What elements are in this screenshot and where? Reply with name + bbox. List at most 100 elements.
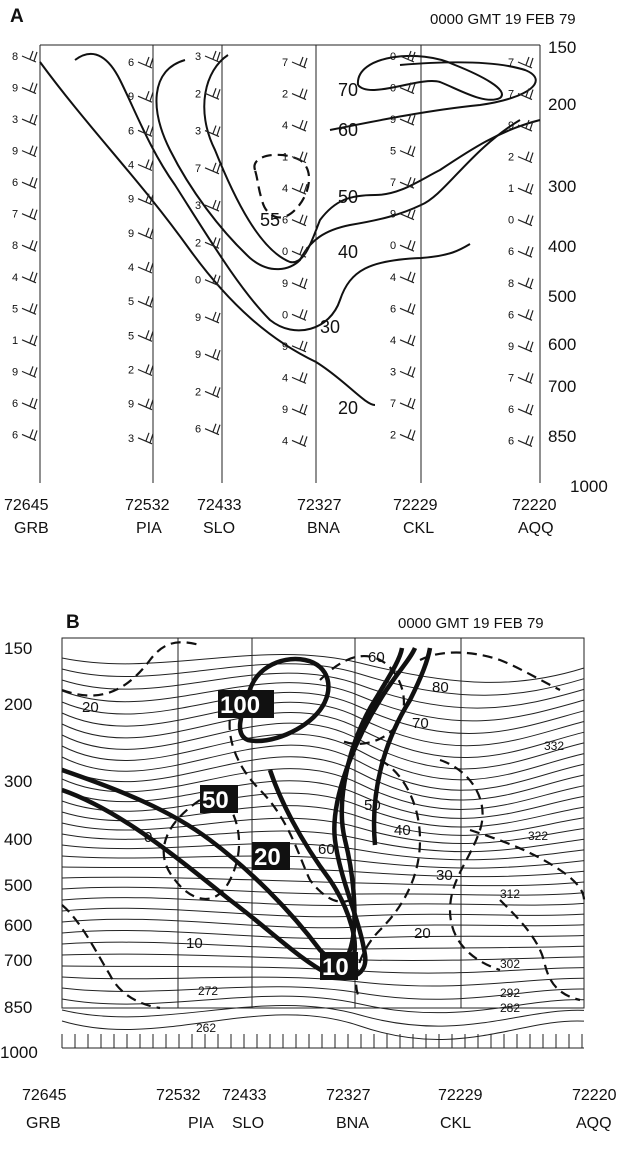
a-station-code-bna: BNA	[307, 520, 340, 537]
isotach-55-dashed	[253, 153, 311, 219]
wind-barb	[21, 176, 38, 189]
isentrope-line	[61, 701, 585, 747]
obs-digit: 4	[282, 120, 288, 132]
dashed-contour-30	[469, 828, 586, 901]
obs-digit: 6	[508, 309, 514, 321]
obs-digit: 0	[282, 309, 288, 321]
dashed-label-70: 70	[412, 715, 429, 732]
wind-barb	[204, 162, 221, 175]
dashed-label-30: 30	[436, 867, 453, 884]
wind-barb	[517, 403, 534, 416]
panel-b-letter: B	[66, 612, 80, 633]
panel-b-time: 0000 GMT 19 FEB 79	[398, 615, 544, 632]
isotach-label-40: 40	[338, 242, 358, 262]
b-station-code-pia: PIA	[188, 1115, 214, 1132]
wind-barb	[517, 372, 534, 384]
obs-digit: 4	[390, 335, 396, 347]
obs-digit: 1	[12, 335, 18, 347]
wind-barb	[399, 271, 416, 284]
b-p-700: 700	[4, 951, 32, 970]
thick-contour-10	[339, 647, 405, 962]
dashed-contour-40	[439, 758, 501, 972]
b-p-500: 500	[4, 876, 32, 895]
wind-barb	[291, 88, 308, 101]
obs-digit: 6	[195, 424, 201, 436]
obs-digit: 7	[508, 57, 514, 69]
panel-b-bottom-ticks	[61, 1034, 584, 1049]
dashed-label-10: 10	[186, 935, 203, 952]
a-station-code-pia: PIA	[136, 520, 162, 537]
wind-barb	[21, 113, 38, 126]
wind-barb	[137, 90, 154, 103]
obs-digit: 1	[508, 183, 514, 195]
obs-digit: 9	[195, 312, 201, 324]
wind-barb	[291, 403, 308, 416]
theta-label-312: 312	[500, 887, 520, 901]
wind-barb	[291, 151, 308, 164]
obs-digit: 2	[390, 429, 396, 441]
wind-barb	[137, 432, 154, 445]
wind-barb	[204, 423, 221, 436]
wind-barb	[399, 240, 416, 252]
wind-barb	[21, 397, 38, 410]
obs-digit: 4	[282, 372, 288, 384]
wind-barb	[204, 274, 221, 287]
wind-barb	[517, 277, 534, 290]
obs-digit: 7	[508, 372, 514, 384]
wind-barb	[204, 88, 221, 100]
obs-digit: 0	[390, 240, 396, 252]
obs-digit: 6	[128, 57, 134, 69]
dashed-label-40: 40	[394, 822, 411, 839]
wind-barb	[204, 348, 221, 361]
obs-digit: 5	[128, 296, 134, 308]
wind-barb	[517, 246, 534, 258]
thick-contour-inner	[371, 647, 433, 846]
obs-digit: 7	[12, 209, 18, 221]
isotach-label-50: 50	[338, 187, 358, 207]
isotach-70	[356, 54, 503, 101]
b-p-300: 300	[4, 772, 32, 791]
obs-digit: 6	[390, 303, 396, 315]
dashed-contour-10	[61, 904, 161, 1010]
panel-a-station-lines	[39, 44, 541, 483]
wind-barb	[399, 429, 416, 442]
isentrope-line	[61, 733, 585, 781]
wind-barb	[137, 364, 154, 377]
obs-digit: 9	[390, 114, 396, 126]
wind-barb	[137, 125, 154, 137]
b-station-id-ckl: 72229	[438, 1087, 483, 1104]
obs-digit: 4	[282, 435, 288, 447]
wind-barb	[291, 246, 308, 258]
wind-barb	[517, 435, 534, 448]
dashed-contour-20-right	[499, 899, 581, 1002]
wind-barb	[21, 303, 38, 315]
obs-digit: 2	[195, 386, 201, 398]
wind-barb	[291, 214, 308, 227]
wind-barb	[399, 208, 416, 221]
b-p-200: 200	[4, 695, 32, 714]
panel-a-isotachs	[39, 53, 541, 406]
label-box-50	[200, 785, 238, 813]
obs-digit: 8	[12, 51, 18, 63]
a-p-300: 300	[548, 177, 576, 196]
wind-barb	[517, 88, 534, 101]
thick-contour-100	[237, 656, 331, 744]
isentrope-line	[61, 855, 585, 869]
obs-digit: 7	[508, 89, 514, 101]
b-station-id-pia: 72532	[156, 1087, 201, 1104]
wind-barb	[291, 277, 308, 290]
dashed-label-50: 50	[364, 797, 381, 814]
wind-barb	[399, 397, 416, 410]
wind-barb	[137, 227, 154, 240]
thick-label-100: 100	[220, 692, 260, 719]
obs-digit: 9	[195, 349, 201, 361]
isentrope-line	[61, 682, 585, 722]
a-station-id-grb: 72645	[4, 497, 49, 514]
panel-b-dashed-contours	[61, 641, 586, 1010]
b-station-code-ckl: CKL	[440, 1115, 471, 1132]
panel-a-letter: A	[10, 6, 24, 27]
theta-label-282: 282	[500, 1001, 520, 1015]
b-station-code-bna: BNA	[336, 1115, 369, 1132]
obs-digit: 0	[390, 51, 396, 63]
isentrope-line	[61, 792, 585, 828]
